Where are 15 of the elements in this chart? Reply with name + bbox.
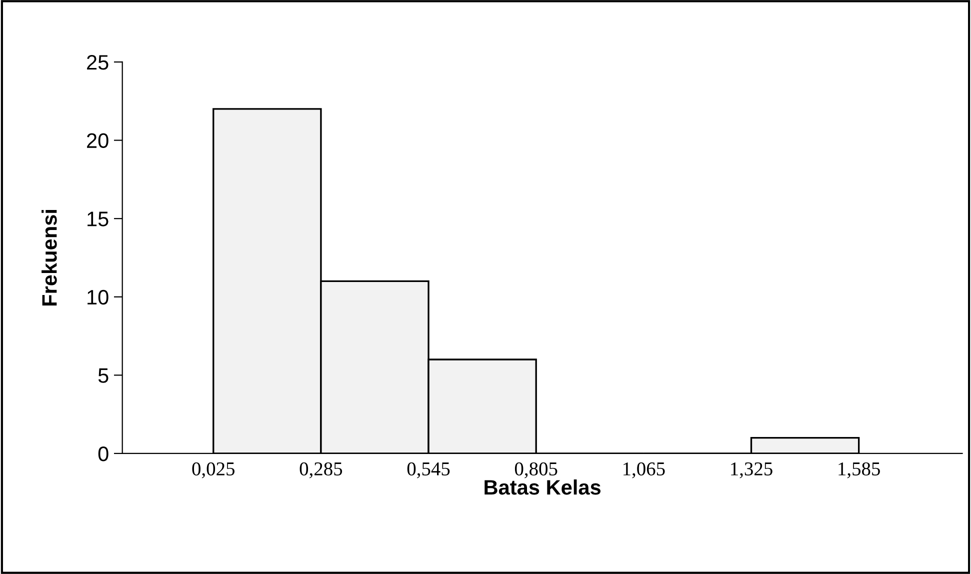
- y-axis-title: Frekuensi: [42, 210, 57, 306]
- x-tick-label: 0,545: [407, 462, 450, 478]
- y-tick-label: 5: [98, 368, 108, 383]
- y-tick-label: 0: [98, 446, 108, 462]
- x-tick-label: 1,585: [838, 462, 880, 478]
- y-tick-label: 20: [87, 133, 108, 148]
- x-tick-label: 1,065: [624, 462, 665, 478]
- x-axis-title: Batas Kelas: [484, 479, 601, 495]
- x-tick-label: 1,325: [731, 462, 772, 478]
- x-tick-label: 0,285: [300, 462, 342, 478]
- y-tick-label: 15: [88, 212, 108, 226]
- y-tick-label: 25: [87, 54, 108, 70]
- x-tick-label: 0,025: [192, 462, 234, 478]
- y-tick-label: 10: [88, 290, 108, 305]
- x-tick-label: 0,805: [514, 462, 558, 478]
